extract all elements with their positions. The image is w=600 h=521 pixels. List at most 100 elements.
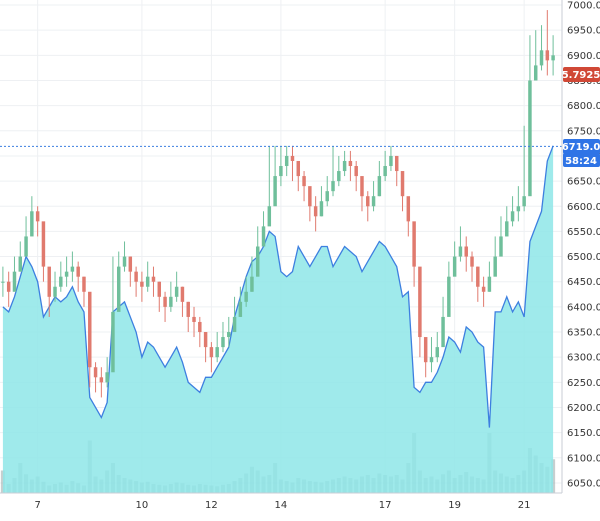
candle [12,256,17,292]
candle-body [6,281,11,292]
candle [470,251,474,282]
candle [232,296,237,333]
candle-body [406,196,411,222]
candlestick-series [1,10,555,398]
candle [203,332,208,363]
candle [435,332,440,363]
candle-body [505,221,509,237]
candle-body [452,256,457,277]
candle-body [88,291,92,368]
candle [145,261,150,292]
candle-body [302,176,306,187]
candle-body [389,155,393,167]
candle-body [481,286,486,292]
candle-body [41,221,46,267]
candle-body [447,276,451,317]
candle [151,266,156,297]
candle [319,186,324,217]
candle [371,181,376,212]
candle [192,306,196,338]
candle [487,261,492,292]
candle-body [169,296,173,307]
candle-body [458,246,463,257]
candle-body [348,160,353,167]
candle [134,266,138,297]
y-tick-label: 6550.0 [567,227,600,238]
candle [64,256,69,287]
candle-body [76,266,80,277]
candle-body [198,321,202,333]
candle-body [545,50,550,61]
candle [533,30,538,81]
candle [360,176,364,212]
candle-body [255,246,260,277]
candle [227,316,231,348]
candle-body [551,55,555,61]
candle [47,266,51,317]
candle-body [221,337,225,348]
candle-body [140,281,144,287]
y-tick-label: 6200.0 [567,403,600,414]
candle-body [516,206,521,212]
candle [481,276,486,307]
candle-body [284,155,289,167]
candle [255,226,260,277]
candle-body [533,65,538,81]
candle [180,286,185,317]
candle [545,10,550,76]
candle [284,145,289,177]
y-tick-label: 7000.0 [567,1,600,12]
candle-body [539,50,544,66]
candle [429,337,434,373]
candle [516,186,521,222]
candle-body [250,276,254,292]
candle [313,196,318,232]
candle [122,241,127,272]
countdown-label: 58:24 [565,156,597,167]
y-tick-label: 6900.0 [567,51,600,62]
candle-body [35,211,40,222]
candle [76,261,80,292]
candle [331,145,335,197]
candle-body [82,276,86,292]
candle-body [273,176,277,207]
candle [348,150,353,182]
candle [198,316,202,348]
candle-body [47,266,51,297]
y-tick-label: 6400.0 [567,302,600,313]
y-tick-label: 6600.0 [567,202,600,213]
candle [221,321,225,353]
candle [128,256,133,287]
y-tick-label: 6100.0 [567,453,600,464]
candle [70,251,75,282]
candle [383,150,387,182]
candle-body [342,160,347,172]
candle [6,271,11,307]
x-tick-label: 21 [518,500,531,511]
candle-body [290,155,295,161]
y-tick-label: 6950.0 [567,26,600,37]
candle-body [377,176,382,197]
current-price-badge [563,139,600,154]
candle-body [412,221,416,267]
candle-body [163,296,167,307]
candle [169,281,173,312]
secondary-value-badge [563,67,600,82]
y-tick-label: 6500.0 [567,252,600,263]
candle-body [122,256,127,267]
candle-body [319,201,324,217]
candle [296,160,301,192]
candle-body [18,256,23,272]
x-tick-label: 10 [136,500,149,511]
y-tick-label: 6250.0 [567,378,600,389]
volume-bar [0,470,5,493]
candle-body [180,286,185,302]
candle [186,301,190,333]
candle [111,256,115,373]
candle-body [400,171,405,197]
candle-body [360,176,364,197]
candle-body [134,271,138,282]
candle [452,241,457,277]
